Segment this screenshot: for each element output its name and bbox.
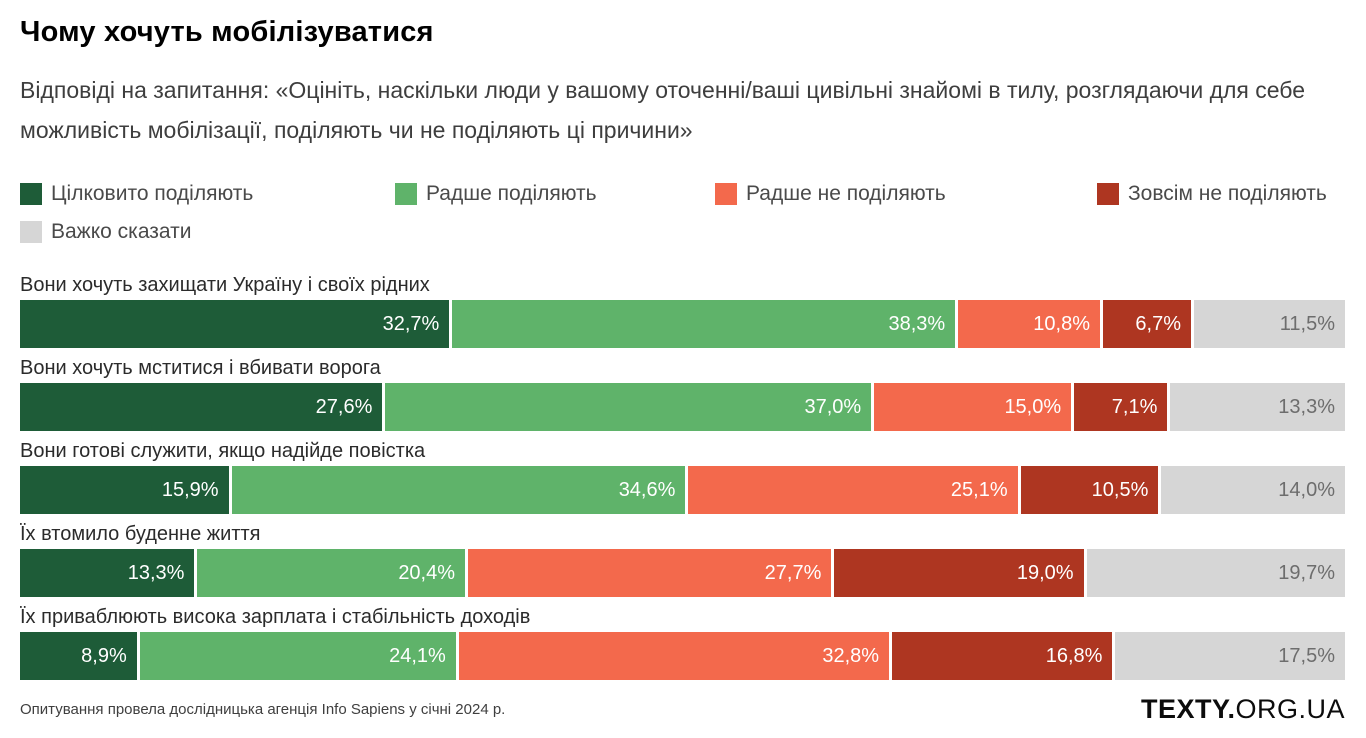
bar-category-label: Вони хочуть мститися і вбивати ворога [20, 357, 381, 380]
bar-value-label: 15,0% [1004, 395, 1062, 418]
logo-bold-part: TEXTY. [1140, 694, 1236, 725]
legend-label: Зовсім не поділяють [1128, 182, 1327, 206]
bar-segment: 32,8% [458, 632, 890, 681]
bar-segment: 11,5% [1193, 300, 1345, 349]
bar-value-label: 34,6% [618, 478, 676, 501]
logo-light-part: ORG.UA [1235, 694, 1345, 725]
bar-segment: 27,6% [20, 383, 383, 432]
legend-item: Цілковито поділяють [20, 182, 395, 206]
bar-value-label: 25,1% [950, 478, 1008, 501]
bar-segment: 25,1% [688, 466, 1018, 515]
bar-segment: 7,1% [1074, 383, 1168, 432]
bar-segment: 14,0% [1161, 466, 1346, 515]
bar-segment: 13,3% [1170, 383, 1345, 432]
bar-segment: 8,9% [20, 632, 137, 681]
legend-swatch-icon [1097, 183, 1119, 206]
bar-value-label: 6,7% [1135, 312, 1181, 335]
bar-value-label: 20,4% [398, 561, 456, 584]
legend-swatch-icon [395, 183, 417, 206]
bar-segment: 17,5% [1115, 632, 1345, 681]
chart-row: Вони хочуть захищати Україну і своїх рід… [20, 274, 1345, 349]
bar-value-label: 13,3% [1278, 395, 1335, 418]
legend-item: Важко сказати [20, 220, 395, 244]
bar-value-label: 24,1% [389, 644, 446, 667]
bar-value-label: 15,9% [161, 478, 219, 501]
bar-category-label: Їх втомило буденне життя [20, 523, 261, 546]
legend-label: Радше не поділяють [746, 182, 946, 206]
bar-value-label: 38,3% [888, 312, 946, 335]
bar-segment: 19,7% [1086, 549, 1345, 598]
bar-segment: 20,4% [197, 549, 466, 598]
stacked-bar: 27,6% 37,0% 15,0% 7,1% 13,3% [20, 383, 1345, 432]
bar-value-label: 32,7% [382, 312, 440, 335]
bar-segment: 32,7% [20, 300, 450, 349]
bar-value-label: 27,6% [315, 395, 373, 418]
legend-swatch-icon [20, 221, 42, 244]
bar-segment: 37,0% [385, 383, 872, 432]
bar-value-label: 7,1% [1111, 395, 1158, 418]
stacked-bar: 13,3% 20,4% 27,7% 19,0% 19,7% [20, 549, 1345, 598]
bar-segment: 19,0% [834, 549, 1084, 598]
legend-item: Радше не поділяють [715, 182, 1097, 206]
bar-segment: 27,7% [468, 549, 832, 598]
legend-item: Зовсім не поділяють [1097, 182, 1345, 206]
bar-segment: 6,7% [1103, 300, 1191, 349]
bar-value-label: 11,5% [1279, 312, 1335, 335]
bar-value-label: 14,0% [1278, 478, 1336, 501]
bar-value-label: 27,7% [764, 561, 822, 584]
bar-category-label: Їх приваблюють висока зарплата і стабіль… [20, 606, 531, 629]
bar-category-label: Вони хочуть захищати Україну і своїх рід… [20, 274, 430, 297]
bar-value-label: 37,0% [804, 395, 862, 418]
chart-legend: Цілковито поділяють Радше поділяють Радше … [20, 182, 1345, 244]
chart-row: Їх втомило буденне життя 13,3% 20,4% 27,7% 1… [20, 523, 1345, 598]
bar-value-label: 13,3% [127, 561, 185, 584]
bar-segment: 38,3% [452, 300, 956, 349]
bar-value-label: 10,8% [1033, 312, 1091, 335]
bar-value-label: 16,8% [1045, 644, 1103, 667]
chart-row: Вони хочуть мститися і вбивати ворога 27,… [20, 357, 1345, 432]
footer: Опитування провела дослідницька агенція … [20, 694, 1345, 725]
legend-swatch-icon [20, 183, 42, 206]
legend-label: Цілковито поділяють [51, 182, 254, 206]
bar-segment: 15,0% [874, 383, 1072, 432]
stacked-bar: 8,9% 24,1% 32,8% 16,8% 17,5% [20, 632, 1345, 681]
stacked-bar: 32,7% 38,3% 10,8% 6,7% 11,5% [20, 300, 1345, 349]
bar-segment: 13,3% [20, 549, 195, 598]
chart-subtitle: Відповіді на запитання: «Оцініть, наскіл… [20, 77, 1306, 143]
bar-value-label: 10,5% [1091, 478, 1149, 501]
legend-label: Важко сказати [51, 220, 192, 244]
chart-row: Їх приваблюють висока зарплата і стабіль… [20, 606, 1345, 681]
bar-value-label: 19,0% [1016, 561, 1074, 584]
page-title: Чому хочуть мобілізуватися [20, 16, 434, 48]
bar-segment: 15,9% [20, 466, 229, 515]
bar-category-label: Вони готові служити, якщо надійде повіст… [20, 440, 426, 463]
source-note: Опитування провела дослідницька агенція … [20, 701, 506, 719]
chart-row: Вони готові служити, якщо надійде повіст… [20, 440, 1346, 515]
bar-value-label: 17,5% [1278, 644, 1335, 667]
legend-item: Радше поділяють [395, 182, 715, 206]
bar-value-label: 19,7% [1278, 561, 1335, 584]
bar-value-label: 32,8% [822, 644, 880, 667]
texty-logo: TEXTY.ORG.UA [1141, 694, 1345, 725]
bar-value-label: 8,9% [81, 644, 127, 667]
bar-segment: 34,6% [231, 466, 686, 515]
legend-swatch-icon [715, 183, 737, 206]
chart-rows: Вони хочуть захищати Україну і своїх рід… [20, 274, 1346, 681]
bar-segment: 16,8% [892, 632, 1113, 681]
bar-segment: 10,8% [958, 300, 1101, 349]
bar-segment: 24,1% [139, 632, 456, 681]
bar-segment: 10,5% [1020, 466, 1159, 515]
legend-label: Радше поділяють [426, 182, 597, 206]
stacked-bar: 15,9% 34,6% 25,1% 10,5% 14,0% [20, 466, 1346, 515]
